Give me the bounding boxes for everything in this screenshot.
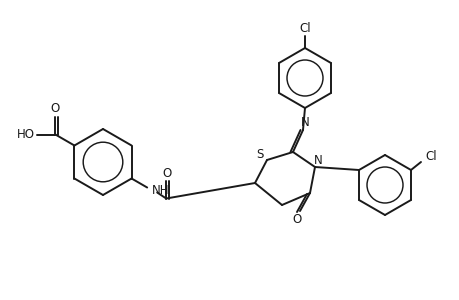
Text: O: O xyxy=(50,102,60,115)
Text: N: N xyxy=(300,116,309,130)
Text: O: O xyxy=(292,214,301,226)
Text: O: O xyxy=(162,167,172,180)
Text: HO: HO xyxy=(17,128,35,141)
Text: Cl: Cl xyxy=(424,149,436,163)
Text: N: N xyxy=(313,154,322,166)
Text: S: S xyxy=(256,148,263,161)
Text: Cl: Cl xyxy=(298,22,310,34)
Text: NH: NH xyxy=(152,184,169,197)
